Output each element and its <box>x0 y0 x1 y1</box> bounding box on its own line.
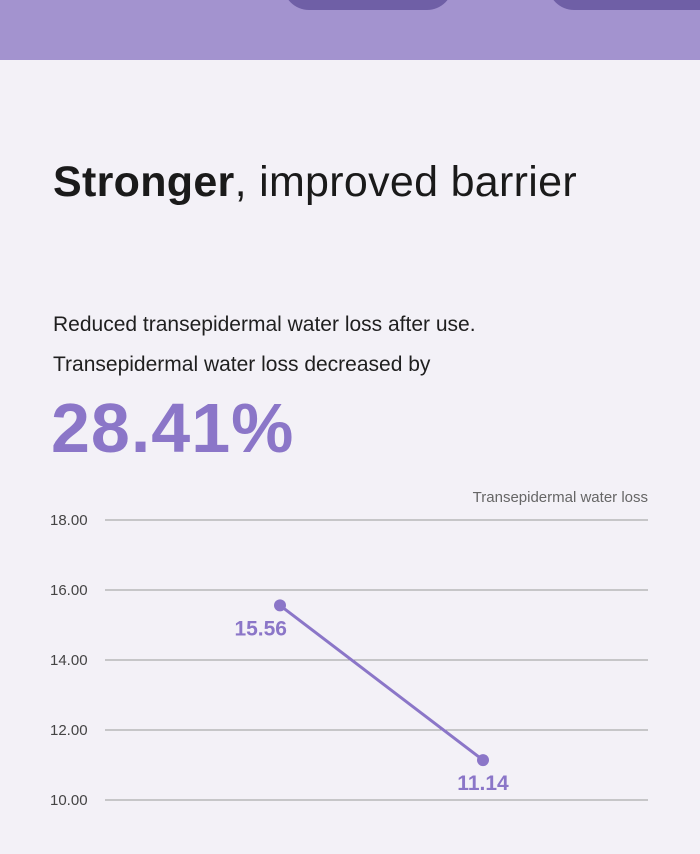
y-tick-label: 10.00 <box>50 792 88 809</box>
description-line-2: Transepidermal water loss decreased by <box>53 353 431 376</box>
data-label: 15.56 <box>234 617 287 640</box>
product-image-right <box>548 0 700 10</box>
product-image-left <box>283 0 453 10</box>
data-point <box>274 599 286 612</box>
y-tick-label: 12.00 <box>50 722 88 739</box>
description-line-1: Reduced transepidermal water loss after … <box>53 313 476 336</box>
data-point <box>477 754 489 767</box>
series-line <box>279 604 484 762</box>
headline-strong: Stronger <box>53 158 235 206</box>
chart-legend: Transepidermal water loss <box>473 489 648 506</box>
headline-rest: , improved barrier <box>234 158 577 206</box>
data-label: 11.14 <box>457 772 509 795</box>
top-banner <box>0 0 700 60</box>
chart-svg: Transepidermal water loss 18.00 16.00 14.00… <box>50 489 648 809</box>
decrease-percentage: 28.41% <box>51 389 295 467</box>
headline: Stronger, improved barrier <box>53 158 577 207</box>
y-tick-label: 14.00 <box>50 652 88 669</box>
y-tick-label: 18.00 <box>50 512 88 529</box>
y-tick-label: 16.00 <box>50 582 88 599</box>
line-chart: Transepidermal water loss 18.00 16.00 14.00… <box>0 480 700 854</box>
